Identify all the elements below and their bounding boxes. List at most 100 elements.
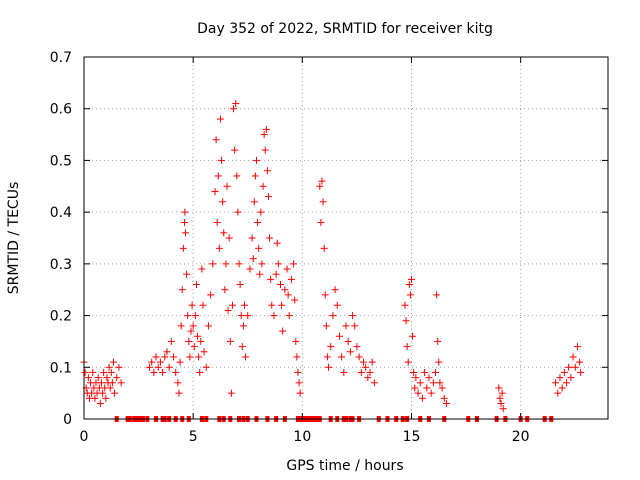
- data-point: [277, 281, 284, 289]
- data-point: [433, 291, 441, 299]
- data-point: [412, 374, 420, 382]
- data-point: [184, 312, 192, 320]
- data-point: [219, 198, 227, 206]
- data-point: [252, 156, 260, 164]
- data-point: [178, 286, 186, 294]
- data-point: [97, 379, 105, 387]
- data-point: [320, 244, 328, 252]
- data-point: [278, 301, 286, 309]
- data-point: [94, 374, 102, 382]
- data-point: [272, 270, 280, 278]
- data-point: [223, 182, 231, 190]
- data-point: [338, 353, 346, 361]
- data-point: [408, 275, 415, 283]
- chart-title: Day 352 of 2022, SRMTID for receiver kit…: [197, 21, 493, 37]
- data-point: [254, 218, 262, 226]
- data-point: [563, 379, 571, 387]
- data-point: [218, 156, 226, 164]
- y-tick-label: 0.7: [50, 50, 72, 66]
- data-point: [84, 374, 92, 382]
- data-point: [495, 384, 503, 392]
- data-point: [189, 322, 197, 330]
- data-point: [266, 234, 274, 242]
- data-point: [259, 182, 267, 190]
- data-point: [440, 394, 448, 402]
- data-point: [263, 167, 271, 175]
- data-point: [192, 281, 200, 289]
- axis-ticks: 0 0.1 0.2 0.3 0.4 0.5 0.6 0.7 0 5 10 15 20: [50, 50, 608, 445]
- y-tick-label: 0.3: [50, 257, 72, 273]
- data-point: [249, 255, 257, 263]
- data-point: [96, 399, 104, 407]
- data-point: [213, 218, 221, 226]
- data-point: [238, 343, 246, 351]
- data-point: [571, 363, 579, 371]
- data-point: [331, 286, 339, 294]
- data-point: [186, 353, 194, 361]
- data-point: [172, 368, 180, 376]
- data-point: [405, 281, 413, 289]
- data-point: [349, 312, 357, 320]
- data-point: [255, 244, 263, 252]
- data-point: [221, 286, 229, 294]
- data-point: [321, 291, 329, 299]
- data-point: [427, 389, 435, 397]
- data-point: [176, 358, 184, 366]
- data-point: [432, 368, 440, 376]
- data-point: [108, 379, 116, 387]
- data-point: [237, 312, 245, 320]
- data-point: [401, 301, 409, 309]
- data-point: [359, 358, 367, 366]
- data-point: [227, 389, 235, 397]
- data-point: [224, 306, 232, 314]
- data-point: [267, 275, 275, 283]
- x-tick-label: 20: [512, 429, 530, 445]
- data-point: [560, 368, 568, 376]
- data-point: [216, 115, 224, 123]
- data-point: [273, 239, 281, 247]
- data-point: [191, 312, 199, 320]
- y-tick-label: 0.4: [50, 205, 72, 221]
- plot-frame: [83, 56, 609, 420]
- data-point: [318, 177, 326, 185]
- data-point: [333, 301, 341, 309]
- data-point: [329, 312, 337, 320]
- data-point: [174, 379, 182, 387]
- data-point: [404, 358, 412, 366]
- data-point: [340, 368, 348, 376]
- data-point: [496, 394, 504, 402]
- data-point: [235, 260, 243, 268]
- data-point: [423, 384, 431, 392]
- data-point: [146, 363, 153, 371]
- data-point: [202, 363, 210, 371]
- data-point: [434, 337, 442, 345]
- y-tick-label: 0.6: [50, 102, 72, 118]
- data-point: [197, 337, 205, 345]
- data-point: [291, 296, 299, 304]
- data-point: [296, 389, 304, 397]
- data-point: [576, 358, 584, 366]
- data-point: [316, 182, 324, 190]
- data-point: [165, 363, 173, 371]
- data-point: [109, 358, 117, 366]
- data-point: [262, 125, 270, 133]
- data-point: [167, 337, 175, 345]
- data-point: [409, 332, 417, 340]
- data-point: [425, 374, 433, 382]
- data-point: [436, 379, 444, 387]
- data-point: [565, 363, 573, 371]
- data-point: [342, 322, 350, 330]
- data-point: [416, 379, 424, 387]
- data-point: [107, 368, 115, 376]
- data-point: [567, 374, 575, 382]
- data-point: [99, 389, 107, 397]
- data-point: [198, 265, 206, 273]
- data-point: [287, 275, 295, 283]
- data-point: [170, 353, 178, 361]
- x-tick-label: 0: [80, 429, 89, 445]
- data-point: [246, 265, 254, 273]
- data-point: [292, 337, 300, 345]
- data-point: [411, 384, 419, 392]
- data-point: [163, 348, 171, 356]
- data-point: [214, 172, 222, 180]
